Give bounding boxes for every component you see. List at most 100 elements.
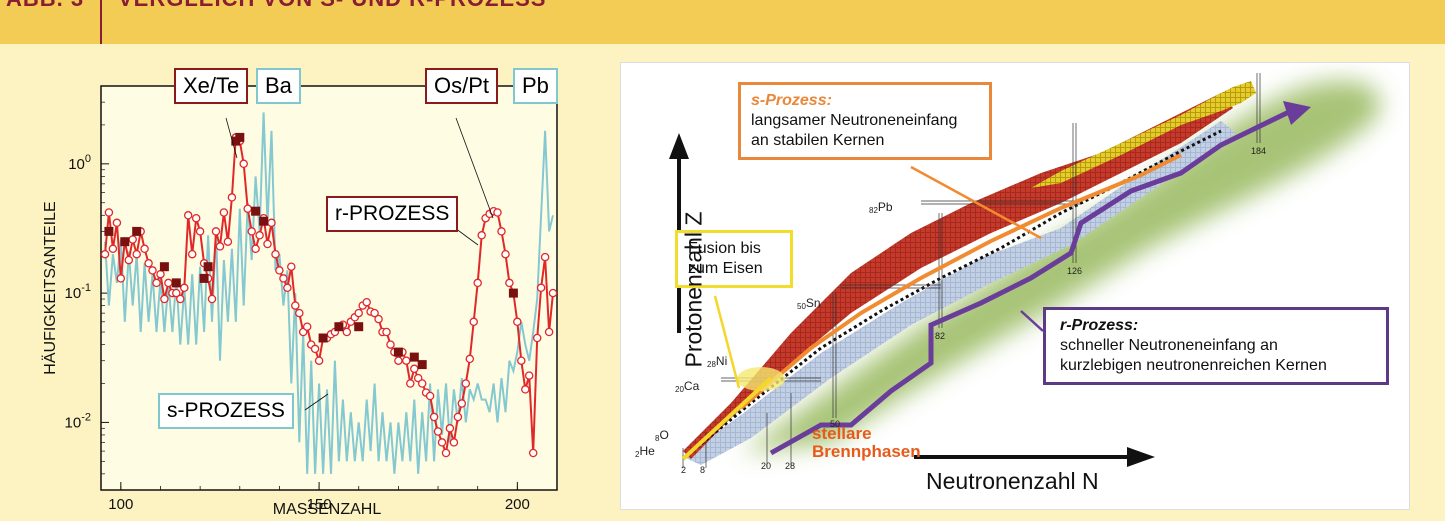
square-marker <box>132 226 142 236</box>
square-marker <box>104 226 114 236</box>
r-process-point <box>291 301 300 310</box>
fusion-glow <box>737 367 785 391</box>
r-process-point <box>263 239 272 249</box>
r-process-point <box>429 412 439 422</box>
tick-marks <box>101 85 558 491</box>
leader-xe-te <box>225 117 238 159</box>
leader-s-process <box>304 393 329 411</box>
stellar-line2: Brennphasen <box>812 442 921 461</box>
square-marker <box>334 322 344 332</box>
magic-n-8: 8 <box>700 465 706 475</box>
marker-series <box>104 132 518 370</box>
r-process-point <box>497 227 506 236</box>
r-process-point <box>108 244 118 254</box>
r-process-point <box>394 356 403 365</box>
magic-n-184: 184 <box>1251 146 1267 156</box>
r-process-point <box>437 438 447 447</box>
square-marker <box>199 273 209 283</box>
magic-n-20: 20 <box>761 461 772 471</box>
r-process-point <box>370 308 379 318</box>
r-process-point <box>441 448 451 458</box>
r-process-point <box>513 317 522 327</box>
fusion-line1: Fusion bis <box>688 240 761 257</box>
r-process-point <box>144 259 153 268</box>
r-process-point <box>156 269 165 279</box>
r-process-point <box>215 242 225 251</box>
tag-r-process: r-PROZESS <box>326 196 459 232</box>
r-process-point <box>354 308 363 318</box>
r-process-point <box>183 211 193 220</box>
r-process-point <box>386 340 395 349</box>
r-process-point <box>247 227 256 236</box>
s-process-series <box>104 112 554 474</box>
s-process-heading: s-Prozess: <box>751 92 832 109</box>
r-process-point <box>132 249 141 259</box>
proton-rich-region <box>1031 81 1256 188</box>
r-process-point <box>223 237 233 246</box>
r-process-point <box>314 356 324 365</box>
stability-valley <box>682 129 1222 461</box>
r-process-point <box>540 252 550 262</box>
r-process-point <box>461 379 471 388</box>
square-marker <box>235 132 245 142</box>
stellar-line1: stellare <box>812 424 872 443</box>
r-process-point <box>417 379 427 388</box>
square-marker <box>259 216 269 226</box>
r-process-point <box>140 244 149 254</box>
x-tick-label: 200 <box>505 496 530 513</box>
magic-n-50: 50 <box>830 419 841 429</box>
r-process-point <box>528 448 538 458</box>
n-axis-arrowhead <box>1127 447 1155 467</box>
r-process-point <box>112 218 122 228</box>
y-tick-label: 10-2 <box>65 411 91 431</box>
r-process-box: r-Prozess: schneller Neutroneneinfang an… <box>1043 307 1389 385</box>
y-axis-label: HÄUFIGKEITSANTEILE <box>41 201 59 374</box>
element-he: 2He <box>635 444 655 459</box>
r-process-point <box>275 266 284 275</box>
fusion-leader <box>713 295 741 389</box>
nuclide-chart-panel: s-Prozess: langsamer Neutroneneinfang an… <box>620 62 1410 510</box>
r-process-point <box>104 208 114 217</box>
r-process-point <box>176 294 185 304</box>
square-marker <box>354 322 364 332</box>
s-process-line2: an stabilen Kernen <box>751 132 885 149</box>
square-marker <box>318 333 328 343</box>
r-process-line1: schneller Neutroneneinfang an <box>1060 337 1278 354</box>
s-process-line1: langsamer Neutroneneinfang <box>751 112 958 129</box>
r-process-point <box>267 218 276 228</box>
r-process-point <box>148 266 157 275</box>
r-process-point <box>100 249 110 259</box>
r-process-point <box>453 412 463 422</box>
r-process-point <box>425 391 435 401</box>
r-process-point <box>501 249 510 259</box>
magic-n-2: 2 <box>681 465 687 475</box>
square-marker <box>171 278 181 288</box>
r-process-point <box>279 274 288 283</box>
s-process-box: s-Prozess: langsamer Neutroneneinfang an… <box>738 82 992 160</box>
r-process-leader <box>1020 310 1044 332</box>
square-marker <box>203 262 213 272</box>
r-process-point <box>227 193 237 202</box>
r-process-heading: r-Prozess: <box>1060 317 1139 334</box>
r-process-point <box>128 235 137 244</box>
z-axis-label: Protonenzahl Z <box>681 165 708 415</box>
y-tick-label: 100 <box>68 153 91 173</box>
element-o: 8O <box>655 428 669 443</box>
r-process-point <box>219 208 229 217</box>
magic-n-82: 82 <box>935 331 946 341</box>
r-process-point <box>362 297 371 307</box>
element-sn: 50Sn <box>797 296 821 311</box>
r-process-point <box>251 244 260 254</box>
r-process-point <box>465 354 475 364</box>
r-process-region <box>741 81 1381 453</box>
r-process-point <box>195 227 205 236</box>
r-process-point <box>160 294 169 304</box>
r-process-point <box>457 399 467 408</box>
r-process-point <box>374 314 383 324</box>
figure-title: VERGLEICH VON S- UND R-PROZESS <box>118 0 546 12</box>
r-process-point <box>524 371 534 380</box>
s-process-path <box>739 153 1182 410</box>
z-axis-arrowhead <box>669 133 689 159</box>
r-process-point <box>445 424 455 433</box>
r-process-point <box>536 283 546 293</box>
